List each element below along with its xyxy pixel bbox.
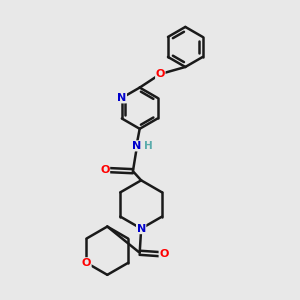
Text: O: O: [100, 165, 110, 175]
Text: N: N: [117, 93, 127, 103]
Text: N: N: [136, 224, 146, 234]
Text: O: O: [82, 258, 91, 268]
Text: O: O: [156, 69, 165, 79]
Text: O: O: [159, 249, 169, 259]
Text: N: N: [132, 141, 141, 151]
Text: H: H: [144, 141, 152, 151]
